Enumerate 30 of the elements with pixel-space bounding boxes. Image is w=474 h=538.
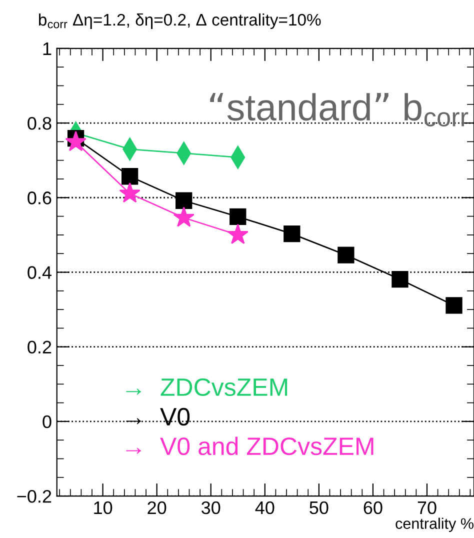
x-axis-title: centrality % [396, 518, 474, 532]
x-tick-label: 60 [364, 501, 382, 514]
text: → V0 and ZDCvsZEM [126, 436, 374, 456]
point [121, 168, 138, 185]
chart-title: b$_{corr}$ Δη=1.2, δη=0.2, Δ centrality=10% [38, 13, 321, 29]
x-tick-label: 40 [255, 501, 274, 514]
point [284, 225, 300, 242]
x-tick-label: 70 [418, 501, 436, 514]
y-tick-label: 0.4 [28, 266, 52, 279]
y-tick-label: 0 [42, 415, 52, 428]
point [173, 206, 194, 227]
text: → ZDCvsZEM [126, 378, 288, 396]
x-tick-label: 50 [310, 501, 328, 514]
y-tick-label: 0.8 [28, 116, 52, 130]
point [227, 224, 248, 244]
y-tick-label: −0.2 [17, 490, 52, 503]
y-tick-label: 0.2 [28, 340, 52, 354]
x-tick-label: 20 [148, 501, 166, 514]
x-tick-label: 30 [202, 501, 220, 514]
y-tick-label: 1 [43, 42, 52, 55]
y-tick-label: 0.6 [28, 192, 52, 204]
x-tick-label: 10 [94, 501, 112, 514]
point [446, 297, 462, 314]
point [338, 246, 354, 264]
point [65, 130, 86, 152]
point [119, 182, 140, 203]
point [176, 192, 192, 209]
annotation: “standard” b$_{corr}$ [210, 92, 468, 127]
point [392, 270, 408, 288]
point [230, 208, 246, 225]
